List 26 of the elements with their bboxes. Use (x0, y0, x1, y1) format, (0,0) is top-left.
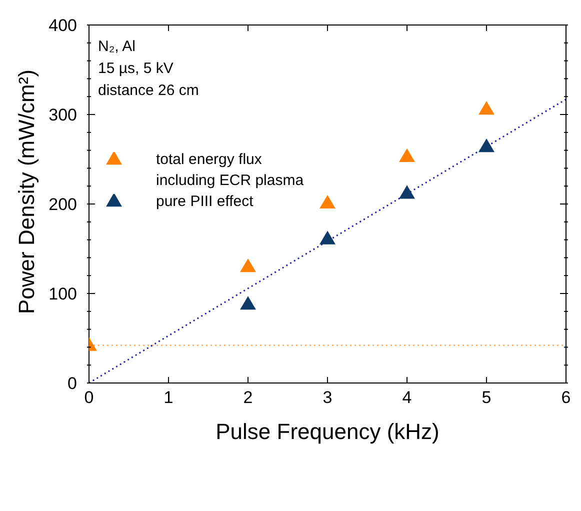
annotation: distance 26 cm (98, 81, 199, 101)
x-tick-label: 1 (164, 388, 174, 408)
annotation: 15 µs, 5 kV (98, 59, 174, 79)
x-tick-label: 6 (561, 388, 571, 408)
y-tick-label: 200 (48, 195, 77, 214)
point (399, 185, 415, 199)
x-tick-label: 4 (402, 388, 412, 408)
point (320, 194, 336, 209)
point (240, 258, 256, 272)
x-tick-label: 0 (84, 388, 94, 408)
y-tick-label: 300 (48, 106, 77, 124)
x-tick-label: 3 (322, 388, 332, 408)
point (320, 230, 336, 244)
y-axis-title: Power Density (mW/cm²) (14, 70, 39, 314)
x-axis-title: Pulse Frequency (kHz) (216, 419, 440, 444)
y-tick-label: 400 (48, 16, 77, 35)
y-tick-label: 100 (48, 284, 77, 304)
annotation: N₂, Al (98, 37, 136, 57)
point (399, 148, 415, 162)
point (478, 138, 494, 152)
y-tick-label: 0 (68, 374, 77, 393)
point (240, 296, 256, 310)
x-tick-label: 2 (243, 388, 253, 408)
legend-label: pure PIII effect (156, 192, 254, 212)
point (478, 100, 494, 115)
x-tick-label: 5 (482, 388, 492, 408)
